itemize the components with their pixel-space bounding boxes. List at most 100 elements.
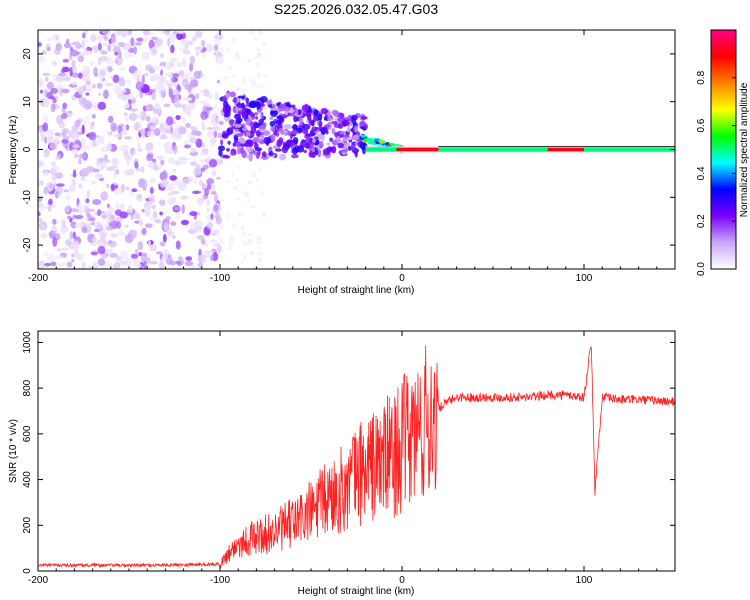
spectrogram-noise-blob <box>188 176 194 180</box>
spectrogram-signal-blob <box>290 130 299 135</box>
spectrogram-noise-blob <box>122 43 131 51</box>
spectrogram-noise-blob <box>250 204 256 209</box>
spectrogram-noise-blob <box>38 260 46 269</box>
spectrogram-noise-blob <box>135 81 144 90</box>
spectrogram-noise-blob <box>90 33 97 43</box>
spectrogram-noise-blob <box>113 133 123 138</box>
spectrogram-noise-blob <box>66 215 72 220</box>
spectrogram-noise-blob <box>256 252 262 256</box>
spectrogram-noise-blob <box>42 114 48 124</box>
spectrogram-signal-blob <box>263 136 272 145</box>
spectrogram-noise-blob <box>190 161 197 166</box>
spectrogram-noise-blob <box>201 120 205 130</box>
spectrogram-noise-blob <box>250 250 254 256</box>
spectrogram-signal-blob <box>268 150 274 157</box>
spectrogram-noise-blob <box>167 157 176 164</box>
spectrogram-noise-blob <box>152 204 156 210</box>
spectrogram-signal-blob <box>259 139 265 145</box>
snr-y-tick-label: 800 <box>22 379 33 396</box>
spectrogram-noise-blob <box>217 214 224 219</box>
spectrogram-noise-blob <box>149 244 157 252</box>
spectrogram-noise-blob <box>136 37 144 42</box>
spectrogram-noise-blob <box>83 50 92 56</box>
spectrogram-noise-blob <box>206 207 211 213</box>
spectrogram-noise-blob <box>112 181 119 185</box>
spectrogram-noise-blob <box>51 161 56 168</box>
spectrogram-noise-blob <box>55 254 64 260</box>
spectrogram-noise-blob <box>207 94 214 100</box>
spectrogram-noise-blob <box>43 186 49 195</box>
spectrogram-noise-blob <box>114 59 119 64</box>
spectrogram-signal-blob <box>273 110 279 116</box>
spectrogram-noise-blob <box>84 69 89 80</box>
spectrogram-signal-blob <box>226 148 230 152</box>
spectrogram-noise-blob <box>188 76 197 80</box>
spectrogram-signal-blob <box>354 151 358 158</box>
spectrogram-noise-blob <box>228 243 233 247</box>
spectrogram-noise-blob <box>210 254 215 262</box>
spectrogram-noise-blob <box>257 52 262 56</box>
spectrogram-noise-blob <box>151 116 157 123</box>
spectrogram-signal-blob <box>236 96 240 103</box>
spectrogram-noise-blob <box>98 241 104 248</box>
spectrogram-signal-blob <box>359 125 365 129</box>
spectrogram-signal-blob <box>347 145 352 151</box>
spectrogram-signal-blob <box>302 123 311 130</box>
spectrogram-noise-blob <box>107 66 113 73</box>
spectrogram-noise-blob <box>57 40 62 44</box>
spectrogram-noise-blob <box>50 103 56 113</box>
spectrogram-noise-blob <box>159 241 166 247</box>
spectrogram-signal-blob <box>292 147 298 155</box>
spectrogram-noise-blob <box>187 83 194 90</box>
snr-series-line <box>38 345 675 569</box>
spectrogram-noise-blob <box>161 92 165 99</box>
spectrogram-signal-blob <box>308 119 314 126</box>
spectrogram-noise-blob <box>83 205 90 214</box>
spectrogram-signal-blob <box>337 123 344 129</box>
spectrogram-noise-blob <box>133 69 142 80</box>
spectrogram-signal-blob <box>217 145 226 152</box>
spectrogram-noise-blob <box>135 94 141 98</box>
spectrogram-noise-blob <box>80 175 86 182</box>
spectrogram-noise-blob <box>210 117 220 127</box>
spectrogram-noise-blob <box>218 256 225 259</box>
spectrogram-noise-blob <box>47 254 56 262</box>
spectrogram-noise-blob <box>97 135 105 146</box>
spectrogram-noise-blob <box>72 231 76 240</box>
spectrogram-noise-blob <box>96 82 103 89</box>
spectrogram-noise-blob <box>202 47 207 52</box>
spectrogram-noise-blob <box>189 55 196 65</box>
spectrogram-noise-blob <box>215 51 219 62</box>
spectrogram-noise-blob <box>249 30 255 35</box>
spectrogram-noise-blob <box>234 178 240 182</box>
colorbar-label: Normalized spectral amplitude <box>739 82 750 217</box>
spectrogram-noise-blob <box>38 77 44 88</box>
spectrogram-noise-blob <box>94 221 103 231</box>
spectrogram-signal-blob <box>274 148 282 152</box>
spectrogram-signal-blob <box>301 139 306 144</box>
spectrogram-noise-blob <box>87 265 93 269</box>
spectrogram-noise-blob <box>195 138 203 148</box>
spectrogram-signal-blob <box>326 142 331 146</box>
spectrogram-noise-blob <box>175 212 181 220</box>
spectrogram-noise-blob <box>217 245 222 254</box>
spectrogram-noise-blob <box>213 130 218 139</box>
spectrogram-noise-blob <box>38 42 42 47</box>
spectrogram-noise-blob <box>219 237 223 243</box>
spectrogram-noise-blob <box>152 210 158 219</box>
spectrogram-signal-blob <box>229 119 234 127</box>
spectrogram-noise-blob <box>173 103 183 108</box>
spectrogram-signal-blob <box>224 155 231 159</box>
spectrogram-noise-blob <box>99 69 107 77</box>
spectrogram-noise-blob <box>74 40 81 48</box>
spectrogram-noise-blob <box>42 122 49 132</box>
spectrogram-noise-blob <box>62 136 71 140</box>
spectrogram-noise-blob <box>65 239 72 246</box>
spectrogram-noise-blob <box>176 62 183 68</box>
spectrogram-noise-blob <box>90 251 99 255</box>
spectrogram-noise-blob <box>98 92 102 96</box>
spectrogram-noise-blob <box>119 203 125 211</box>
spectrogram-noise-blob <box>113 85 122 95</box>
spectrogram-signal-blob <box>229 91 237 98</box>
spectrogram-noise-blob <box>61 88 70 94</box>
